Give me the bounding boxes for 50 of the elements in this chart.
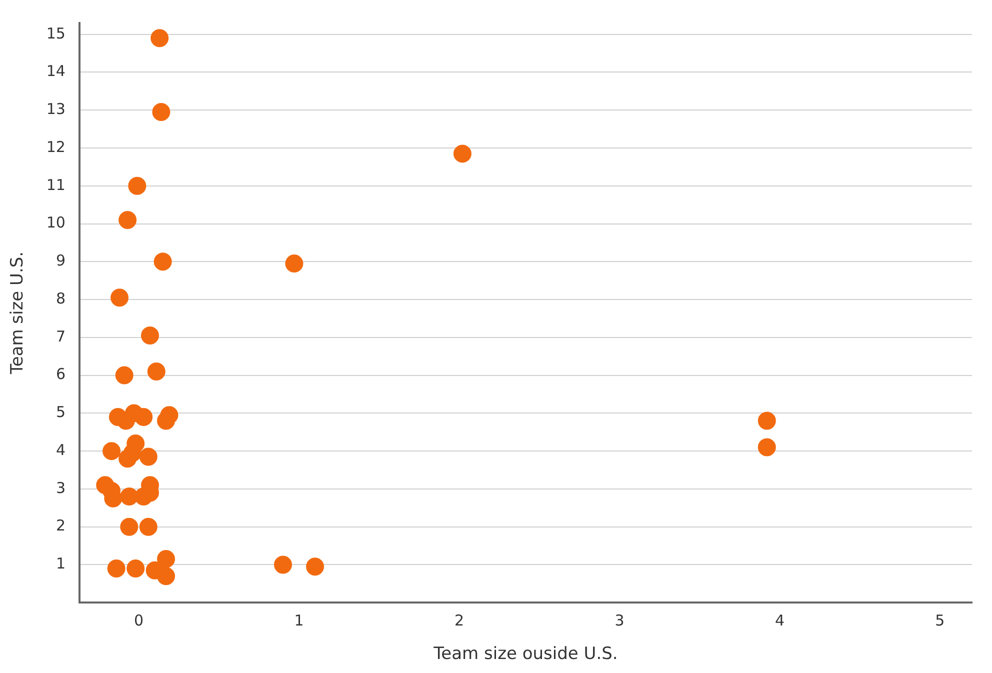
point [110, 288, 129, 307]
point [139, 448, 158, 466]
point [758, 412, 776, 430]
point [126, 560, 145, 578]
point [134, 408, 153, 426]
y-tick-label: 13 [46, 100, 66, 118]
x-tick-label: 1 [294, 611, 304, 630]
y-tick-label: 15 [46, 24, 66, 42]
point [115, 366, 134, 384]
y-tick-label: 10 [46, 214, 66, 232]
point [120, 518, 138, 536]
point [453, 144, 472, 163]
point [274, 556, 292, 574]
y-tick-label: 8 [56, 289, 66, 308]
y-tick-label: 7 [56, 327, 66, 346]
point [147, 362, 166, 381]
point [285, 254, 304, 273]
y-tick-label: 2 [56, 516, 66, 535]
x-tick-label: 5 [935, 611, 945, 630]
point [306, 558, 324, 576]
point [139, 518, 158, 536]
y-tick-label: 5 [56, 403, 66, 422]
x-tick-label: 2 [454, 611, 464, 630]
point [120, 488, 138, 506]
y-tick-label: 11 [46, 176, 66, 194]
y-tick-label: 9 [56, 252, 66, 270]
y-axis-title: Team size U.S. [8, 251, 28, 376]
point [140, 326, 159, 345]
point [154, 252, 172, 271]
y-tick-label: 4 [56, 440, 66, 459]
point [152, 103, 170, 122]
y-tick-label: 14 [46, 62, 66, 80]
point [118, 210, 137, 229]
point [107, 560, 126, 578]
x-tick-label: 0 [134, 611, 144, 630]
x-tick-label: 4 [774, 611, 784, 630]
point [157, 567, 176, 586]
point [128, 176, 146, 195]
point [118, 450, 137, 468]
x-axis-title: Team size ouside U.S. [432, 644, 618, 664]
point [157, 550, 176, 568]
y-tick-label: 6 [56, 365, 66, 384]
point [150, 29, 169, 48]
y-tick-label: 1 [56, 554, 66, 573]
point [157, 412, 176, 430]
point [102, 442, 121, 460]
point [758, 438, 776, 456]
x-tick-label: 3 [614, 611, 624, 630]
y-tick-label: 3 [56, 478, 66, 497]
y-tick-label: 12 [46, 138, 66, 156]
